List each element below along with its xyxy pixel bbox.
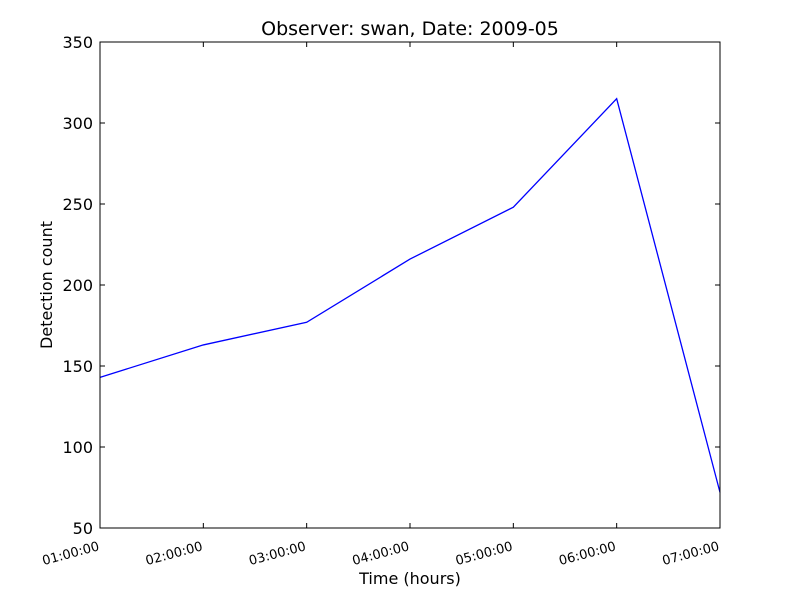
x-tick-label: 02:00:00 [144, 539, 204, 569]
y-tick-label: 350 [62, 33, 93, 52]
x-tick-label: 05:00:00 [454, 539, 514, 569]
plot-frame [99, 41, 721, 529]
x-tick-label: 01:00:00 [41, 539, 101, 569]
y-tick-label: 100 [62, 438, 93, 457]
y-axis-label: Detection count [37, 221, 56, 349]
plot-area: 50 100 150 200 250 300 350 01:00:00 02:00:00 03:0… [41, 33, 721, 569]
x-tick-label: 03:00:00 [247, 539, 307, 569]
chart-title: Observer: swan, Date: 2009-05 [261, 18, 559, 40]
y-tick-label: 150 [62, 357, 93, 376]
x-tick-label: 07:00:00 [661, 539, 721, 569]
x-axis-label: Time (hours) [358, 569, 461, 588]
y-tick-label: 250 [62, 195, 93, 214]
y-tick-label: 50 [73, 519, 93, 538]
series-line-0 [99, 97, 721, 493]
x-tick-label: 04:00:00 [351, 539, 411, 569]
y-tick-label: 200 [62, 276, 93, 295]
y-tick-label: 300 [62, 114, 93, 133]
x-tick-label: 06:00:00 [557, 539, 617, 569]
